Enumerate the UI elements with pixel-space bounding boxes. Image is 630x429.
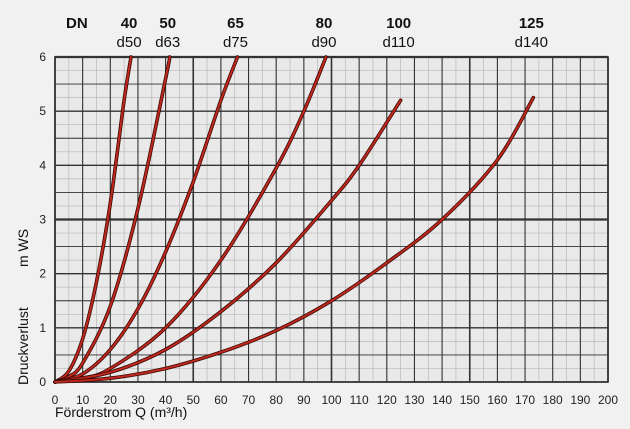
d-value-d50: d50 <box>117 34 142 51</box>
curve-dn50 <box>54 56 171 383</box>
dn-value-65: 65 <box>227 15 244 32</box>
x-tick-label: 40 <box>159 393 173 407</box>
dn-value-100: 100 <box>386 15 411 32</box>
x-tick-label: 20 <box>104 393 118 407</box>
y-tick-label: 6 <box>39 50 46 64</box>
y-tick-label: 0 <box>39 375 46 389</box>
x-tick-label: 80 <box>270 393 284 407</box>
curve-dn65 <box>54 56 239 383</box>
x-tick-label: 130 <box>404 393 424 407</box>
major-grid <box>54 55 609 383</box>
x-tick-label: 50 <box>187 393 201 407</box>
y-tick-label: 5 <box>39 104 46 118</box>
x-tick-label: 180 <box>543 393 563 407</box>
dn-value-80: 80 <box>316 15 333 32</box>
d-value-d90: d90 <box>311 34 336 51</box>
x-tick-label: 70 <box>242 393 256 407</box>
x-tick-label: 0 <box>52 393 59 407</box>
x-tick-label: 170 <box>515 393 535 407</box>
d-value-d75: d75 <box>223 34 248 51</box>
y-axis-title-text: Druckverlust <box>15 307 31 385</box>
x-tick-label: 10 <box>76 393 90 407</box>
x-axis-title: Förderstrom Q (m³/h) <box>55 404 187 420</box>
x-tick-label: 90 <box>297 393 311 407</box>
d-value-d140: d140 <box>515 34 548 51</box>
dn-value-40: 40 <box>121 15 138 32</box>
d-value-d63: d63 <box>155 34 180 51</box>
curves <box>53 55 536 384</box>
series-headers: 40 d50 50 d63 65 d75 80 d90 100 d110 125 d140 <box>117 15 549 51</box>
y-tick-label: 2 <box>39 267 46 281</box>
curve-dn100 <box>54 99 402 383</box>
x-tick-label: 110 <box>350 393 369 407</box>
d-value-d110: d110 <box>382 34 414 51</box>
x-tick-label: 140 <box>432 393 452 407</box>
dn-value-50: 50 <box>159 15 176 32</box>
y-tick-label: 1 <box>39 321 46 335</box>
x-tick-label: 30 <box>131 393 145 407</box>
curve-dn40 <box>54 56 132 383</box>
y-axis-title: Druckverlust m WS <box>15 229 31 385</box>
x-tick-label: 190 <box>570 393 590 407</box>
y-tick-labels: 0 1 2 3 4 5 6 <box>39 50 46 389</box>
x-tick-label: 100 <box>321 393 341 407</box>
x-tick-label: 60 <box>214 393 228 407</box>
y-tick-label: 3 <box>39 213 46 227</box>
x-tick-label: 200 <box>598 393 618 407</box>
x-tick-label: 150 <box>460 393 480 407</box>
y-tick-label: 4 <box>39 158 46 172</box>
dn-header-label: DN <box>66 15 88 32</box>
x-tick-label: 120 <box>377 393 397 407</box>
dn-value-125: 125 <box>519 15 544 32</box>
curve-dn125 <box>54 96 535 383</box>
y-axis-title-unit: m WS <box>15 229 31 267</box>
x-tick-label: 160 <box>487 393 507 407</box>
x-tick-labels: 0 10 20 30 40 50 60 70 80 90 100 110 120 130 140 150 160… <box>52 393 619 407</box>
